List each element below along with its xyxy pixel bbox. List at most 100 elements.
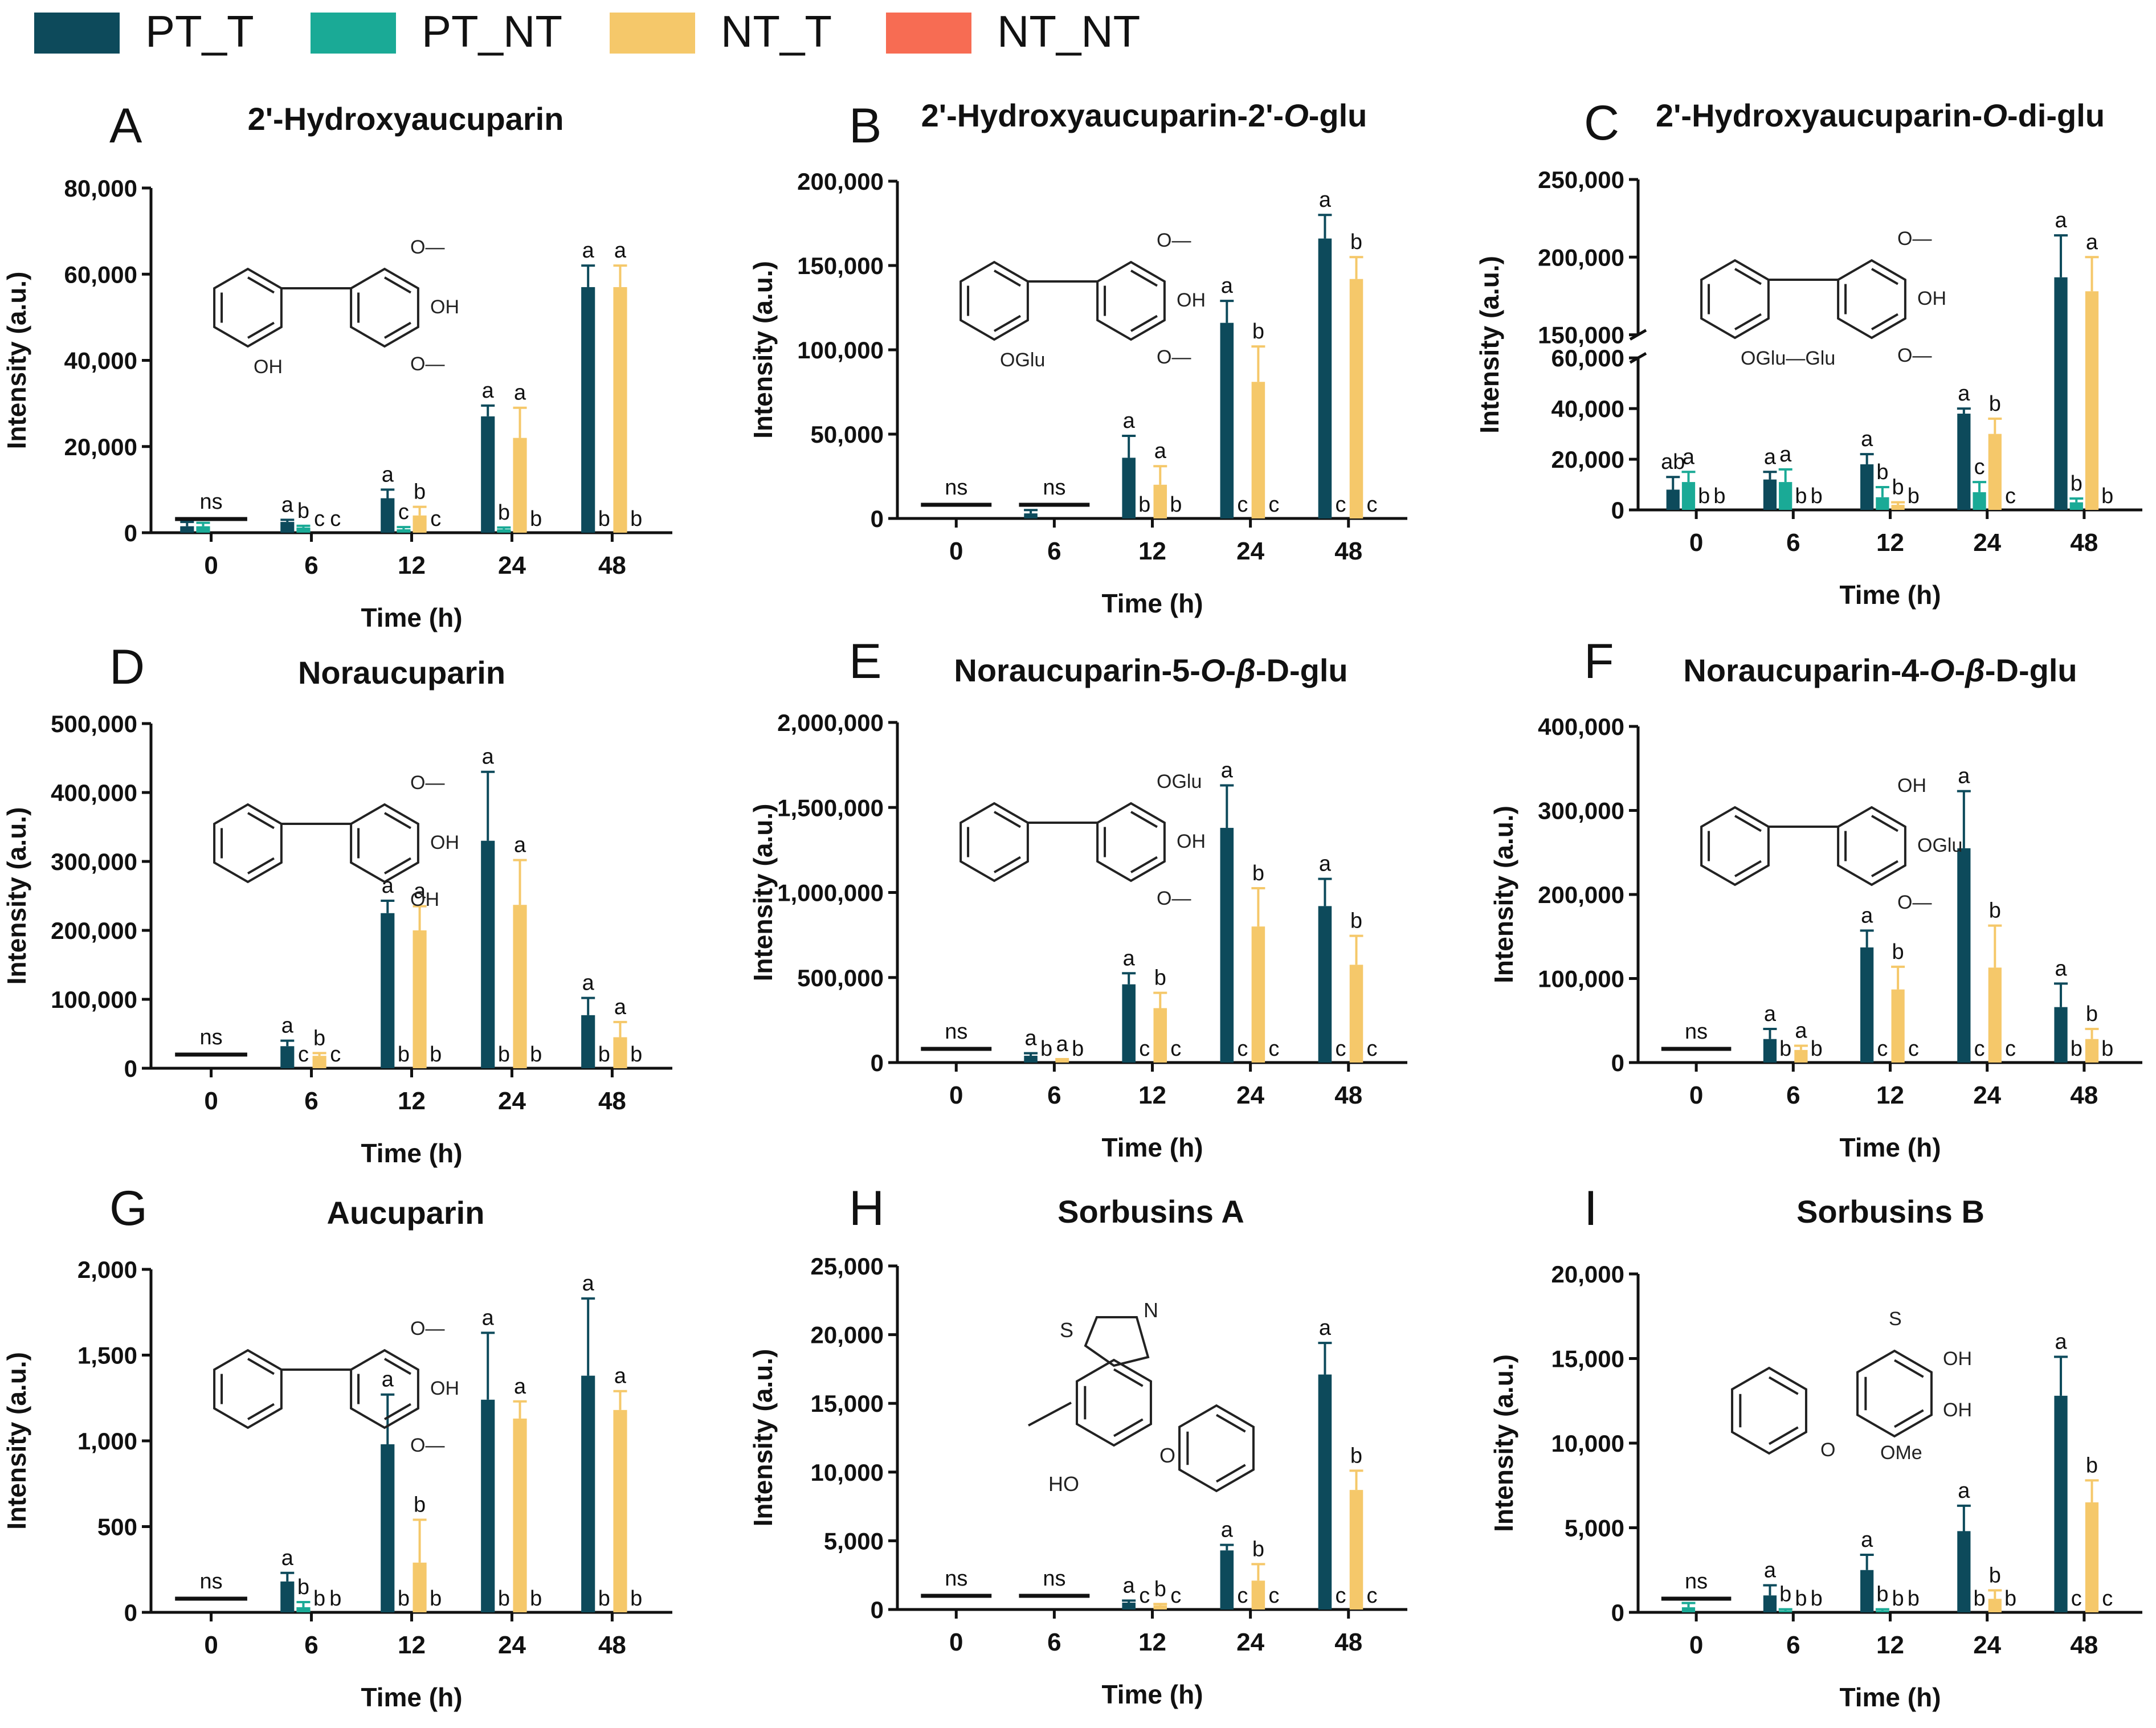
double-bond [383, 276, 411, 294]
significance-letter: b [1170, 493, 1182, 517]
bar [1251, 1580, 1265, 1609]
chemical-structure: O— OH O— OGlu—Glu [1700, 228, 1946, 369]
x-axis-title: Time (h) [1101, 1133, 1203, 1162]
y-tick-label: 40,000 [1551, 395, 1624, 422]
atom-label: OH [430, 832, 459, 853]
atom-label: O— [410, 353, 444, 375]
legend-swatch [610, 13, 695, 54]
significance-letter: a [2055, 957, 2067, 981]
ns-label: ns [200, 1026, 223, 1049]
significance-letter: b [530, 507, 542, 531]
significance-letter: a [1764, 1002, 1777, 1026]
significance-letter: a [281, 1014, 294, 1038]
significance-letter: a [1319, 188, 1332, 212]
double-bond [1734, 860, 1762, 877]
significance-letter: a [1319, 852, 1332, 876]
double-bond [1871, 860, 1898, 877]
significance-letter: b [430, 1043, 442, 1067]
double-bond [1894, 1359, 1924, 1378]
chart-title: Sorbusins A [1057, 1194, 1244, 1229]
chart-title: 2'-Hydroxyaucuparin-O-di-glu [1656, 97, 2105, 133]
atom-label: S [1060, 1318, 1073, 1342]
ns-label: ns [1043, 1567, 1065, 1591]
significance-letter: a [614, 995, 627, 1019]
significance-letter: b [1892, 476, 1904, 500]
significance-letter: b [1892, 940, 1904, 964]
double-bond [383, 812, 411, 830]
bar [1973, 492, 1986, 510]
significance-letter: a [1779, 443, 1792, 467]
significance-letter: b [2004, 1587, 2016, 1611]
chart-title: Aucuparin [327, 1195, 485, 1231]
panel-letter: G [109, 1181, 148, 1236]
significance-letter: a [1683, 445, 1695, 469]
significance-letter: c [1335, 1037, 1346, 1061]
y-axis-title: Intensity (a.u.) [1475, 256, 1504, 434]
atom-label: O— [1157, 888, 1191, 909]
y-tick-label: 50,000 [811, 421, 884, 448]
y-tick-label: 2,000,000 [777, 709, 884, 736]
bar [513, 905, 527, 1068]
double-bond [247, 276, 275, 294]
x-tick-label: 12 [398, 1087, 426, 1115]
chart-panel-f: F Noraucuparin-4-O-β-D-glu 0 100,000 200,000… [1489, 634, 2142, 1162]
significance-letter: c [1268, 1584, 1279, 1608]
y-tick-label: 20,000 [1551, 1261, 1624, 1288]
y-tick-label: 100,000 [1538, 966, 1624, 992]
ns-label: ns [200, 490, 223, 514]
significance-letter: a [1221, 1518, 1234, 1542]
significance-letter: c [314, 507, 325, 531]
x-tick-label: 24 [1973, 529, 2001, 557]
double-bond [247, 321, 275, 339]
x-axis-title: Time (h) [1101, 1680, 1203, 1709]
x-tick-label: 24 [498, 1087, 526, 1115]
significance-letter: a [1025, 1027, 1038, 1051]
x-tick-label: 24 [1236, 1628, 1264, 1656]
double-bond [1769, 1426, 1799, 1445]
bar [2085, 1502, 2099, 1612]
atom-label: O— [410, 1435, 444, 1456]
chemical-structure: O— OH O— OH [213, 236, 459, 378]
significance-letter: a [382, 874, 394, 898]
atom-label: OH [410, 889, 439, 910]
significance-letter: a [614, 1365, 627, 1388]
y-tick-label: 500,000 [797, 965, 884, 991]
x-tick-label: 0 [1689, 529, 1703, 557]
significance-letter: b [1040, 1037, 1052, 1061]
chemical-structure: O— OH O— OGlu [959, 230, 1206, 371]
y-tick-label: 100,000 [797, 337, 884, 363]
y-tick-label: 15,000 [1551, 1346, 1624, 1372]
significance-letter: b [2071, 1037, 2082, 1061]
y-tick-label: 1,000,000 [777, 880, 884, 906]
x-tick-label: 0 [204, 1087, 218, 1115]
significance-letter: a [1123, 946, 1136, 970]
bar [1318, 1374, 1332, 1609]
x-tick-label: 48 [598, 1631, 626, 1659]
bar [581, 1375, 595, 1612]
y-tick-label: 20,000 [1551, 446, 1624, 473]
ns-label: ns [1685, 1570, 1708, 1594]
x-tick-label: 6 [304, 1631, 318, 1659]
double-bond [384, 321, 411, 339]
ring-bond [1731, 1366, 1807, 1455]
bar [2085, 1039, 2099, 1063]
significance-letter: c [1974, 455, 1985, 479]
significance-letter: b [414, 1493, 426, 1517]
y-tick-label: 500 [97, 1514, 137, 1541]
significance-letter: c [330, 1043, 341, 1067]
legend-swatch [886, 13, 971, 54]
double-bond [1130, 856, 1158, 873]
significance-letter: a [414, 880, 426, 904]
significance-letter: c [1139, 1584, 1150, 1608]
x-tick-label: 6 [1786, 1081, 1800, 1109]
significance-letter: a [382, 463, 394, 487]
significance-letter: b [398, 1043, 410, 1067]
ring-bond [1837, 259, 1906, 340]
significance-letter: b [498, 1043, 510, 1067]
significance-letter: b [1795, 484, 1807, 508]
bar [2069, 502, 2083, 510]
chemical-structure: O— OH O— [213, 1318, 459, 1456]
atom-label: O— [1897, 345, 1932, 366]
significance-letter: a [614, 239, 627, 263]
